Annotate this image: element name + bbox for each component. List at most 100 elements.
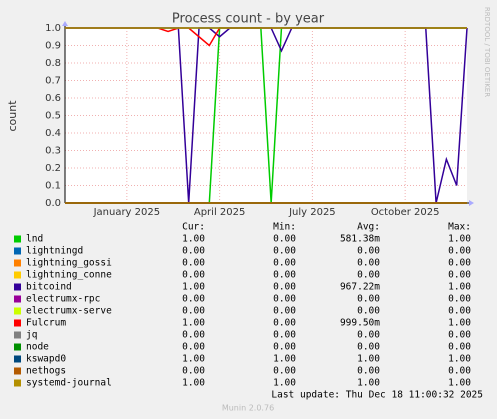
legend-label: Fulcrum [26, 318, 66, 329]
y-tick-label: 0.2 [45, 163, 61, 174]
legend-label: lightning_conne [26, 270, 112, 281]
stats-value: 0.00 [182, 330, 205, 341]
stats-value: 1.00 [182, 354, 205, 365]
y-tick-label: 0.9 [45, 41, 61, 52]
stats-value: 0.00 [357, 306, 380, 317]
stats-value: 0.00 [357, 294, 380, 305]
y-tick-label: 0.1 [45, 181, 61, 192]
legend-label: lightningd [26, 246, 83, 257]
legend-swatch [14, 247, 21, 255]
stats-value: 0.00 [448, 342, 471, 353]
y-tick-label: 0.7 [45, 76, 61, 87]
x-tick-label: April 2025 [194, 207, 245, 218]
stats-value: 0.00 [273, 306, 296, 317]
stats-value: 967.22m [340, 282, 380, 293]
legend-label: electrumx-rpc [26, 294, 100, 305]
stats-header: Max: [448, 222, 471, 233]
stats-value: 0.00 [182, 258, 205, 269]
stats-value: 0.00 [182, 306, 205, 317]
legend-label: lnd [26, 234, 43, 245]
stats-value: 1.00 [273, 354, 296, 365]
legend-label: lightning_gossi [26, 258, 112, 269]
stats-value: 0.00 [357, 330, 380, 341]
last-update: Last update: Thu Dec 18 11:00:32 2025 [271, 390, 483, 401]
legend-swatch [14, 283, 21, 291]
legend-swatch [14, 307, 21, 315]
stats-header: Min: [273, 222, 296, 233]
legend-swatch [14, 319, 21, 327]
stats-value: 0.00 [273, 246, 296, 257]
y-tick-label: 0.6 [45, 93, 61, 104]
legend-swatch [14, 343, 21, 351]
stats-value: 999.50m [340, 318, 380, 329]
legend-swatch [14, 379, 21, 387]
stats-value: 1.00 [357, 354, 380, 365]
y-tick-label: 0.3 [45, 146, 61, 157]
stats-value: 0.00 [357, 270, 380, 281]
y-tick-label: 0.5 [45, 111, 61, 122]
y-axis-arrow [62, 21, 68, 26]
legend-label: kswapd0 [26, 354, 66, 365]
x-axis-arrow [469, 200, 474, 206]
stats-value: 0.00 [357, 246, 380, 257]
stats-value: 0.00 [273, 342, 296, 353]
legend-label: node [26, 342, 49, 353]
legend-swatch [14, 259, 21, 267]
stats-header: Avg: [357, 222, 380, 233]
legend-label: bitcoind [26, 282, 72, 293]
x-tick-label: January 2025 [93, 207, 161, 218]
stats-value: 0.00 [273, 282, 296, 293]
stats-value: 1.00 [182, 378, 205, 389]
footer: Munin 2.0.76 [222, 404, 274, 413]
stats-value: 0.00 [273, 258, 296, 269]
stats-value: 1.00 [448, 354, 471, 365]
legend-swatch [14, 295, 21, 303]
stats-value: 1.00 [182, 234, 205, 245]
x-tick-label: October 2025 [371, 207, 440, 218]
legend-label: electrumx-serve [26, 306, 112, 317]
stats-value: 1.00 [448, 234, 471, 245]
stats-value: 0.00 [273, 366, 296, 377]
stats-value: 0.00 [182, 270, 205, 281]
stats-value: 0.00 [448, 366, 471, 377]
stats-value: 0.00 [448, 330, 471, 341]
stats-value: 0.00 [357, 366, 380, 377]
stats-value: 1.00 [273, 378, 296, 389]
stats-value: 0.00 [448, 258, 471, 269]
stats-value: 1.00 [448, 378, 471, 389]
y-tick-label: 0.4 [45, 128, 61, 139]
stats-header: Cur: [182, 222, 205, 233]
chart-title: Process count - by year [172, 12, 325, 27]
legend-label: nethogs [26, 366, 66, 377]
legend-swatch [14, 355, 21, 363]
y-tick-label: 1.0 [45, 23, 61, 34]
stats-value: 1.00 [357, 378, 380, 389]
stats-value: 0.00 [273, 330, 296, 341]
stats-value: 1.00 [448, 318, 471, 329]
legend-swatch [14, 271, 21, 279]
stats-value: 0.00 [273, 234, 296, 245]
stats-value: 0.00 [357, 258, 380, 269]
x-tick-label: July 2025 [288, 207, 336, 218]
stats-value: 0.00 [273, 294, 296, 305]
stats-value: 1.00 [448, 282, 471, 293]
stats-value: 0.00 [448, 306, 471, 317]
stats-value: 0.00 [273, 270, 296, 281]
stats-value: 0.00 [182, 294, 205, 305]
y-tick-label: 0.8 [45, 58, 61, 69]
side-text: RRDTOOL / TOBI OETIKER [483, 7, 491, 97]
legend-swatch [14, 235, 21, 243]
stats-value: 581.38m [340, 234, 380, 245]
legend-swatch [14, 367, 21, 375]
stats-value: 0.00 [182, 342, 205, 353]
stats-value: 0.00 [182, 366, 205, 377]
stats-value: 0.00 [273, 318, 296, 329]
legend-label: jq [26, 330, 37, 341]
stats-value: 1.00 [182, 318, 205, 329]
stats-value: 1.00 [182, 282, 205, 293]
stats-value: 0.00 [182, 246, 205, 257]
stats-value: 0.00 [448, 246, 471, 257]
y-tick-label: 0.0 [45, 198, 61, 209]
